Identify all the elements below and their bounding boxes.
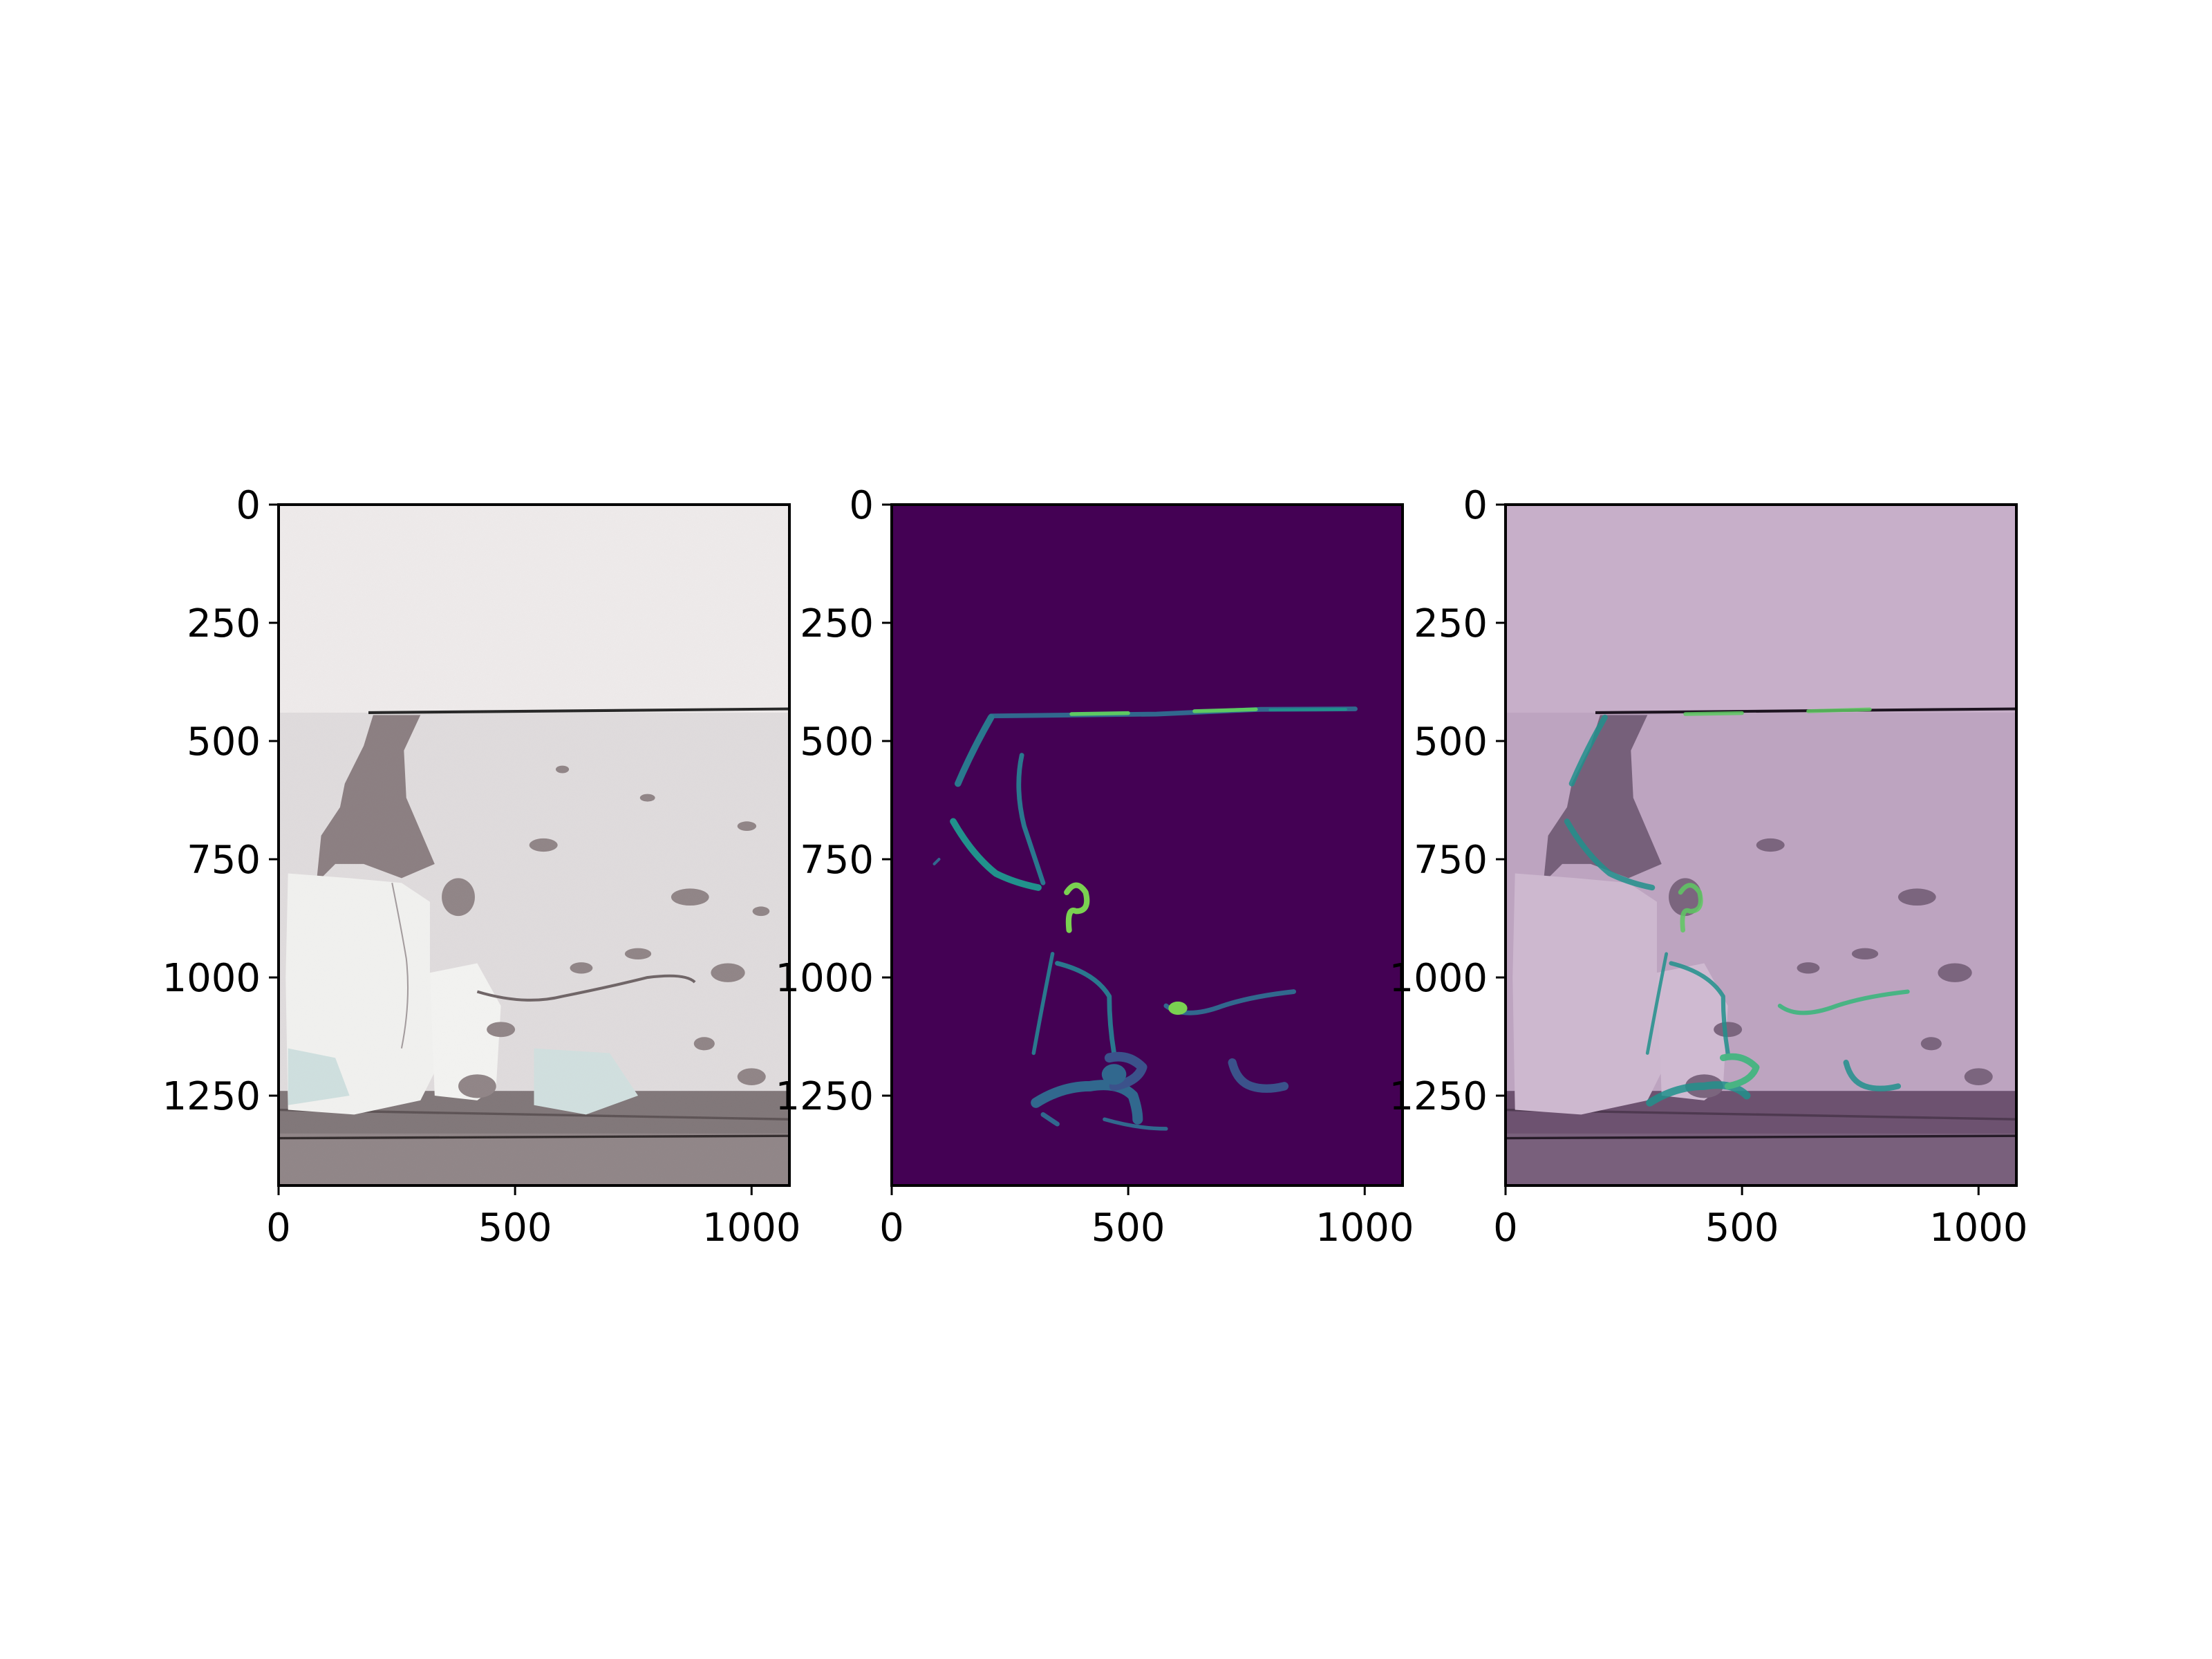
x-tick-label: 0 [1493, 1206, 1518, 1250]
x-tick-label: 500 [1091, 1206, 1165, 1250]
y-tick-label: 1000 [1389, 956, 1488, 1001]
wall-photo [279, 505, 789, 1185]
x-tick-label: 1000 [1315, 1206, 1414, 1250]
y-tick-label: 0 [849, 483, 874, 528]
overlay-image [1506, 505, 2016, 1185]
y-tick-label: 1000 [775, 956, 874, 1001]
y-tick-label: 1000 [162, 956, 261, 1001]
y-tick-label: 1250 [1389, 1074, 1488, 1119]
y-tick-label: 0 [236, 483, 261, 528]
y-tick-label: 1250 [162, 1074, 261, 1119]
x-tick-label: 0 [266, 1206, 291, 1250]
y-tick-label: 750 [187, 838, 261, 883]
x-tick-label: 500 [478, 1206, 552, 1250]
y-tick-label: 250 [800, 601, 874, 646]
y-tick-label: 1250 [775, 1074, 874, 1119]
x-tick-label: 500 [1705, 1206, 1779, 1250]
crack-mask-heatmap [892, 505, 1403, 1185]
y-tick-label: 0 [1463, 483, 1488, 528]
y-tick-label: 250 [187, 601, 261, 646]
y-tick-label: 750 [1414, 838, 1488, 883]
y-tick-label: 500 [800, 720, 874, 765]
x-tick-label: 1000 [702, 1206, 801, 1250]
original-image-panel: 0 500 1000 0 250 500 750 1000 1250 [162, 483, 800, 1250]
y-tick-label: 750 [800, 838, 874, 883]
x-tick-label: 1000 [1929, 1206, 2028, 1250]
y-tick-label: 250 [1414, 601, 1488, 646]
crack-mask-panel: 0 500 1000 0 250 500 750 1000 1250 [775, 483, 1414, 1250]
y-tick-label: 500 [1414, 720, 1488, 765]
x-tick-label: 0 [879, 1206, 904, 1250]
y-tick-label: 500 [187, 720, 261, 765]
overlay-panel: 0 500 1000 0 250 500 750 1000 1250 [1389, 483, 2027, 1250]
